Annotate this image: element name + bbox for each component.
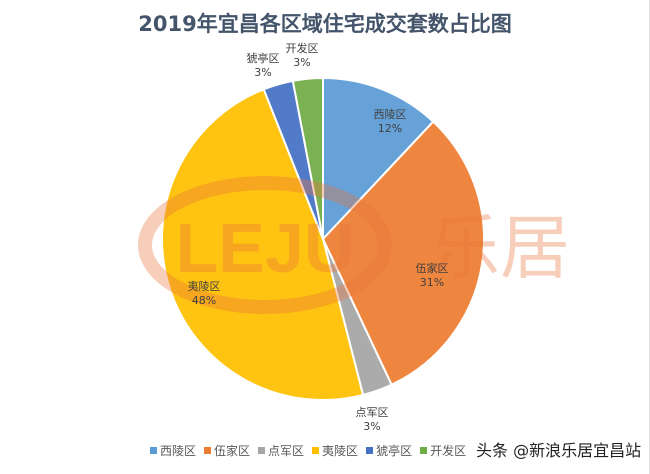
data-label: 开发区 <box>286 41 319 55</box>
data-label: 48% <box>192 294 216 307</box>
legend-item: 猇亭区 <box>366 444 412 458</box>
legend-swatch <box>150 447 157 454</box>
pie-slice-6 <box>291 76 324 240</box>
leju-watermark-logo: LEJU 乐居 <box>138 176 570 314</box>
legend-label: 夷陵区 <box>322 444 359 458</box>
data-label: 猇亭区 <box>247 51 280 65</box>
data-label: 3% <box>293 56 310 69</box>
legend-label: 开发区 <box>430 444 467 458</box>
data-label: 3% <box>254 66 271 79</box>
data-label: 伍家区 <box>416 261 449 275</box>
data-label: 点军区 <box>356 406 389 419</box>
watermark-text: 头条 @新浪乐居宜昌站 <box>472 437 646 461</box>
legend-swatch <box>420 447 428 454</box>
pie-slice-4 <box>161 88 365 401</box>
legend-label: 西陵区 <box>160 444 197 458</box>
legend-swatch <box>312 447 320 454</box>
legend-item: 伍家区 <box>204 444 250 458</box>
legend-item: 开发区 <box>420 444 466 458</box>
legend: 西陵区 伍家区 点军区 夷陵区 猇亭区 开发区 <box>150 442 474 459</box>
pie-slice-2 <box>321 120 485 387</box>
legend-label: 点军区 <box>268 444 305 458</box>
pie-slice-1 <box>322 76 435 242</box>
svg-text:LEJU: LEJU <box>176 209 355 287</box>
legend-item: 夷陵区 <box>312 444 358 458</box>
data-label: 3% <box>363 420 380 433</box>
data-label: 12% <box>378 122 402 135</box>
legend-swatch <box>204 447 212 454</box>
data-label: 西陵区 <box>374 108 407 121</box>
legend-swatch <box>258 447 266 454</box>
data-label: 夷陵区 <box>188 280 221 293</box>
legend-item: 点军区 <box>258 444 304 458</box>
data-label: 31% <box>420 276 444 289</box>
legend-label: 伍家区 <box>214 444 251 458</box>
legend-label: 猇亭区 <box>376 444 413 458</box>
legend-swatch <box>366 447 374 454</box>
svg-text:乐居: 乐居 <box>430 207 570 289</box>
chart-title: 2019年宜昌各区域住宅成交套数占比图 <box>138 12 512 36</box>
legend-item: 西陵区 <box>150 444 196 458</box>
